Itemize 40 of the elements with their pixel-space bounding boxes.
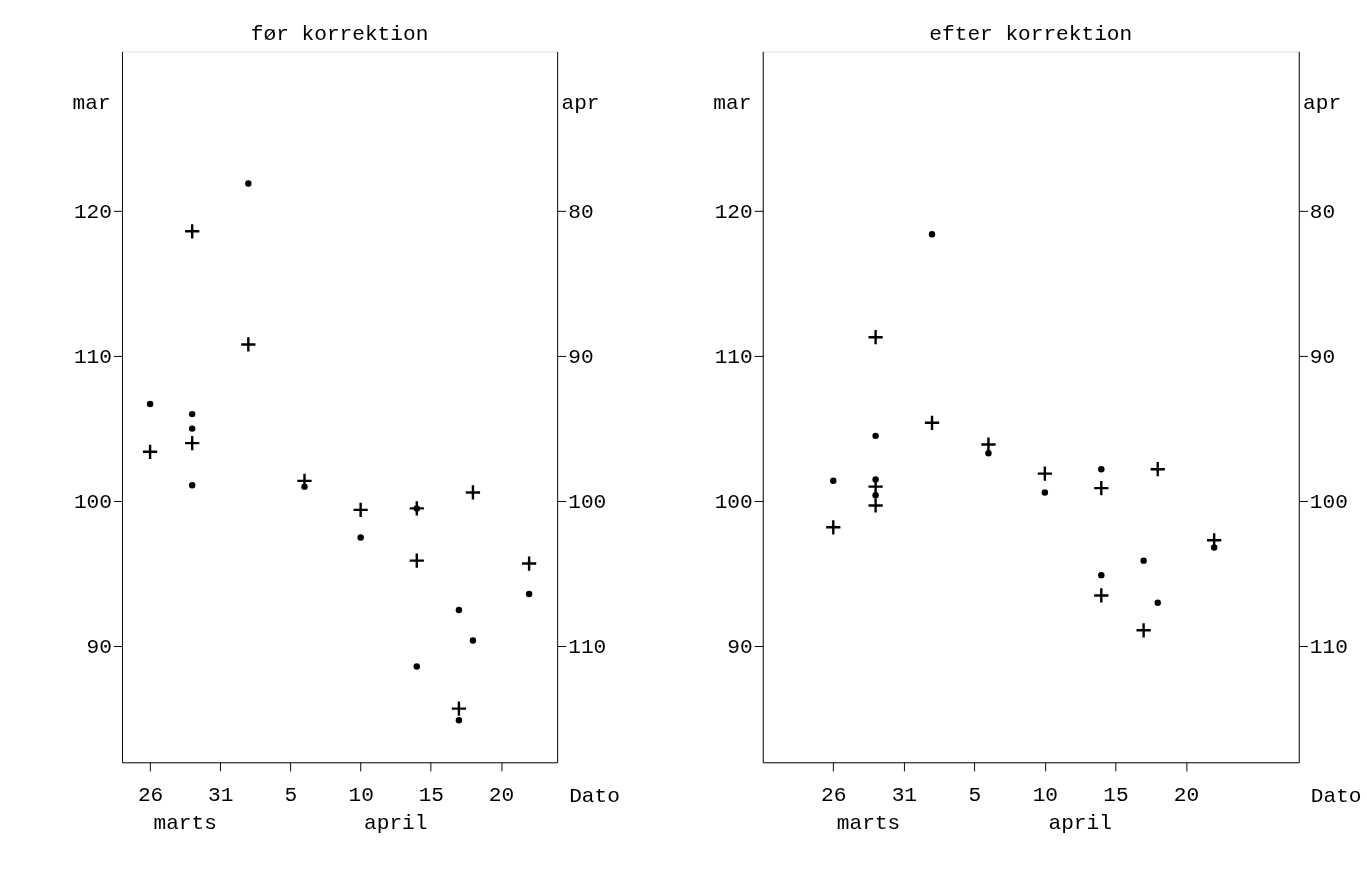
chart-title: efter korrektion xyxy=(929,22,1133,47)
y-tick-label: 110 xyxy=(714,345,753,370)
y2-tick-label: 110 xyxy=(568,635,607,660)
x-axis-title: Dato xyxy=(1310,784,1362,809)
y-tick-label: 90 xyxy=(727,635,753,660)
text: marts xyxy=(153,810,217,835)
x-tick-label: 26 xyxy=(137,783,164,808)
y2-tick-label: 90 xyxy=(1309,345,1336,370)
x-tick-label: 15 xyxy=(1103,783,1129,808)
y-tick-label: 100 xyxy=(714,490,753,515)
y2-tick-label: 100 xyxy=(1309,490,1348,515)
y2-tick-label: 80 xyxy=(1309,200,1336,225)
x-tick-label: 5 xyxy=(284,783,298,808)
x-tick-label: 20 xyxy=(488,783,515,808)
chart-title: før korrektion xyxy=(250,22,429,47)
text: april xyxy=(1048,810,1112,835)
y2-axis-title: apr xyxy=(1303,90,1342,115)
y-tick-label: 90 xyxy=(86,635,112,660)
y2-tick-label: 80 xyxy=(568,200,594,225)
x-tick-label: 10 xyxy=(348,783,374,808)
x-tick-label: 5 xyxy=(968,783,982,808)
x-tick-label: 20 xyxy=(1173,783,1200,808)
y2-axis-title: apr xyxy=(561,90,600,115)
y2-tick-label: 90 xyxy=(568,345,594,370)
y-tick-label: 100 xyxy=(73,490,112,515)
y2-tick-label: 110 xyxy=(1309,635,1348,660)
x-axis-title: Dato xyxy=(569,784,620,809)
x-tick-label: 26 xyxy=(821,783,847,808)
x-tick-label: 10 xyxy=(1032,783,1059,808)
y-tick-label: 120 xyxy=(73,200,112,225)
text: april xyxy=(364,810,428,835)
x-tick-label: 15 xyxy=(418,783,444,808)
text: marts xyxy=(836,810,901,835)
y-axis-title: mar xyxy=(713,90,752,115)
y-axis-title: mar xyxy=(72,90,111,115)
x-tick-label: 31 xyxy=(891,783,917,808)
y-tick-label: 110 xyxy=(73,345,112,370)
x-tick-label: 31 xyxy=(208,783,234,808)
y-tick-label: 120 xyxy=(714,200,753,225)
y2-tick-label: 100 xyxy=(568,490,607,515)
